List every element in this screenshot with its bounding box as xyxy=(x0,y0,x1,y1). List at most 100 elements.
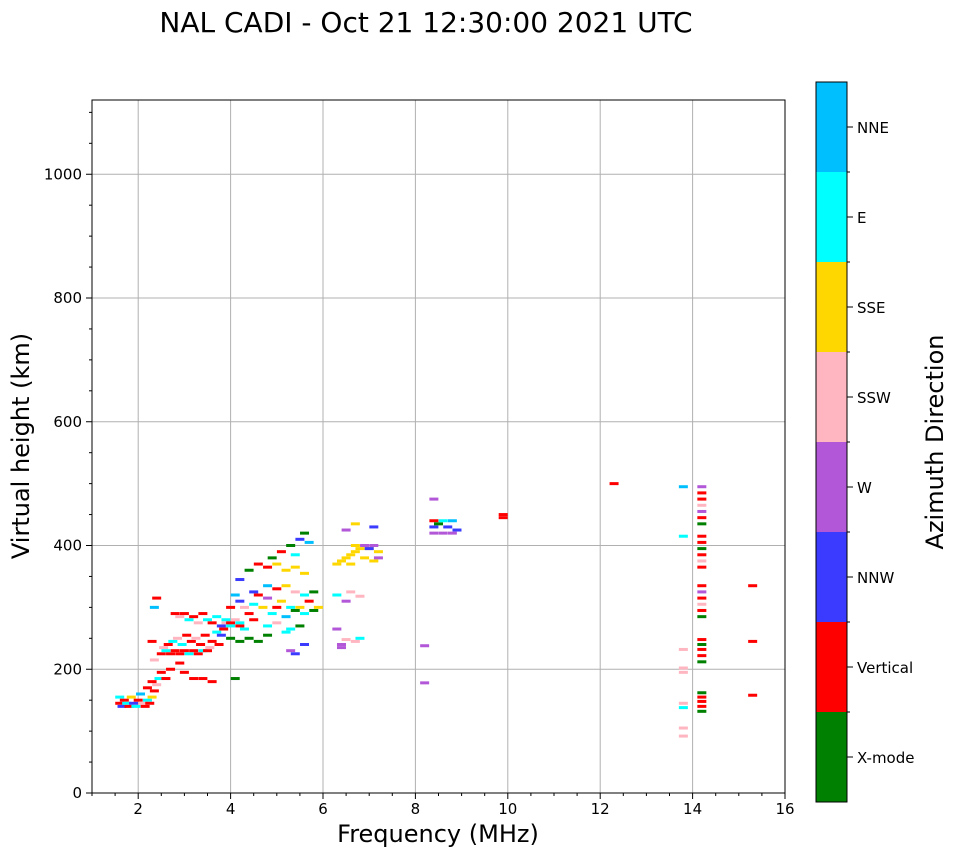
echo-point xyxy=(678,701,688,705)
y-tick-label: 200 xyxy=(53,660,82,678)
echo-point xyxy=(697,691,707,695)
echo-point xyxy=(697,608,707,612)
echo-point xyxy=(216,633,226,637)
echo-point xyxy=(697,584,707,588)
x-tick-label: 6 xyxy=(318,800,328,818)
echo-point xyxy=(697,534,707,538)
echo-point xyxy=(198,612,208,616)
echo-point xyxy=(131,704,141,708)
echo-point xyxy=(341,638,351,642)
echo-point xyxy=(182,633,192,637)
echo-point xyxy=(281,584,291,588)
echo-point xyxy=(369,525,379,529)
echo-point xyxy=(263,596,273,600)
echo-point xyxy=(286,627,296,631)
echo-point xyxy=(309,608,319,612)
echo-point xyxy=(117,704,127,708)
echo-point xyxy=(212,630,222,634)
echo-point xyxy=(341,556,351,560)
echo-point xyxy=(697,704,707,708)
echo-point xyxy=(678,670,688,674)
echo-point xyxy=(119,698,129,702)
echo-point xyxy=(253,639,263,643)
echo-point xyxy=(179,649,189,653)
echo-point xyxy=(226,605,236,609)
echo-point xyxy=(452,528,462,532)
echo-point xyxy=(443,525,453,529)
x-axis-ticks: 2 4 6 8 10 12 14 16 xyxy=(91,793,795,818)
colorbar-tick-label: E xyxy=(857,209,866,227)
echo-point xyxy=(221,621,231,625)
echo-point xyxy=(168,639,178,643)
echo-point xyxy=(179,612,189,616)
echo-point xyxy=(249,602,259,606)
echo-point xyxy=(295,624,305,628)
echo-point xyxy=(697,695,707,699)
colorbar-label: Azimuth Direction xyxy=(921,335,949,550)
echo-point xyxy=(281,630,291,634)
echo-point xyxy=(420,681,430,685)
echo-point xyxy=(286,544,296,547)
echo-point xyxy=(193,652,203,656)
echo-point xyxy=(609,482,619,486)
echo-point xyxy=(142,698,152,702)
echo-point xyxy=(140,704,150,708)
grid-lines xyxy=(92,100,785,793)
echo-point xyxy=(207,680,217,684)
echo-point xyxy=(189,677,199,681)
echo-point xyxy=(341,599,351,603)
echo-point xyxy=(175,652,185,656)
colorbar-tick-label: SSE xyxy=(857,299,886,317)
echo-point xyxy=(267,612,277,616)
colorbar-tick-label: Vertical xyxy=(857,659,913,677)
echo-point xyxy=(147,639,157,643)
echo-point xyxy=(156,670,166,674)
echo-point xyxy=(748,693,758,697)
echo-point xyxy=(186,639,196,643)
colorbar-tick-label: W xyxy=(857,479,872,497)
echo-point xyxy=(286,605,296,609)
echo-point xyxy=(290,565,300,569)
echo-point xyxy=(133,698,143,702)
echo-point xyxy=(290,652,300,656)
colorbar-segment xyxy=(816,82,847,172)
echo-point xyxy=(697,590,707,594)
echo-point xyxy=(214,643,224,646)
echo-point xyxy=(226,636,236,640)
echo-point xyxy=(697,660,707,664)
x-tick-label: 4 xyxy=(226,800,236,818)
echo-point xyxy=(336,559,346,563)
echo-point xyxy=(203,649,212,653)
echo-point xyxy=(281,615,291,619)
echo-point xyxy=(350,544,360,547)
echo-point xyxy=(429,519,439,523)
colorbar-segment xyxy=(816,352,847,442)
echo-point xyxy=(184,652,194,656)
echo-point xyxy=(161,649,171,653)
echo-point xyxy=(309,590,319,594)
echo-point xyxy=(267,556,277,560)
echo-point xyxy=(244,636,254,640)
echo-point xyxy=(115,695,125,699)
echo-point xyxy=(253,593,263,597)
echo-point xyxy=(147,680,157,684)
echo-point xyxy=(300,593,310,597)
echo-point xyxy=(678,666,688,670)
echo-point xyxy=(198,677,208,681)
echo-point xyxy=(184,618,194,622)
x-tick-label: 8 xyxy=(411,800,421,818)
echo-point xyxy=(149,605,159,609)
echo-point xyxy=(115,701,125,705)
echo-point xyxy=(249,618,259,622)
echo-point xyxy=(219,627,229,631)
echo-point xyxy=(203,618,212,622)
echo-point xyxy=(697,553,707,557)
echo-point xyxy=(152,596,162,600)
echo-point xyxy=(207,621,217,625)
echo-point xyxy=(163,643,173,646)
colorbar-segment xyxy=(816,532,847,622)
echo-point xyxy=(697,503,707,507)
echo-point xyxy=(124,704,134,708)
echo-point xyxy=(170,649,180,653)
echo-point xyxy=(429,525,439,529)
